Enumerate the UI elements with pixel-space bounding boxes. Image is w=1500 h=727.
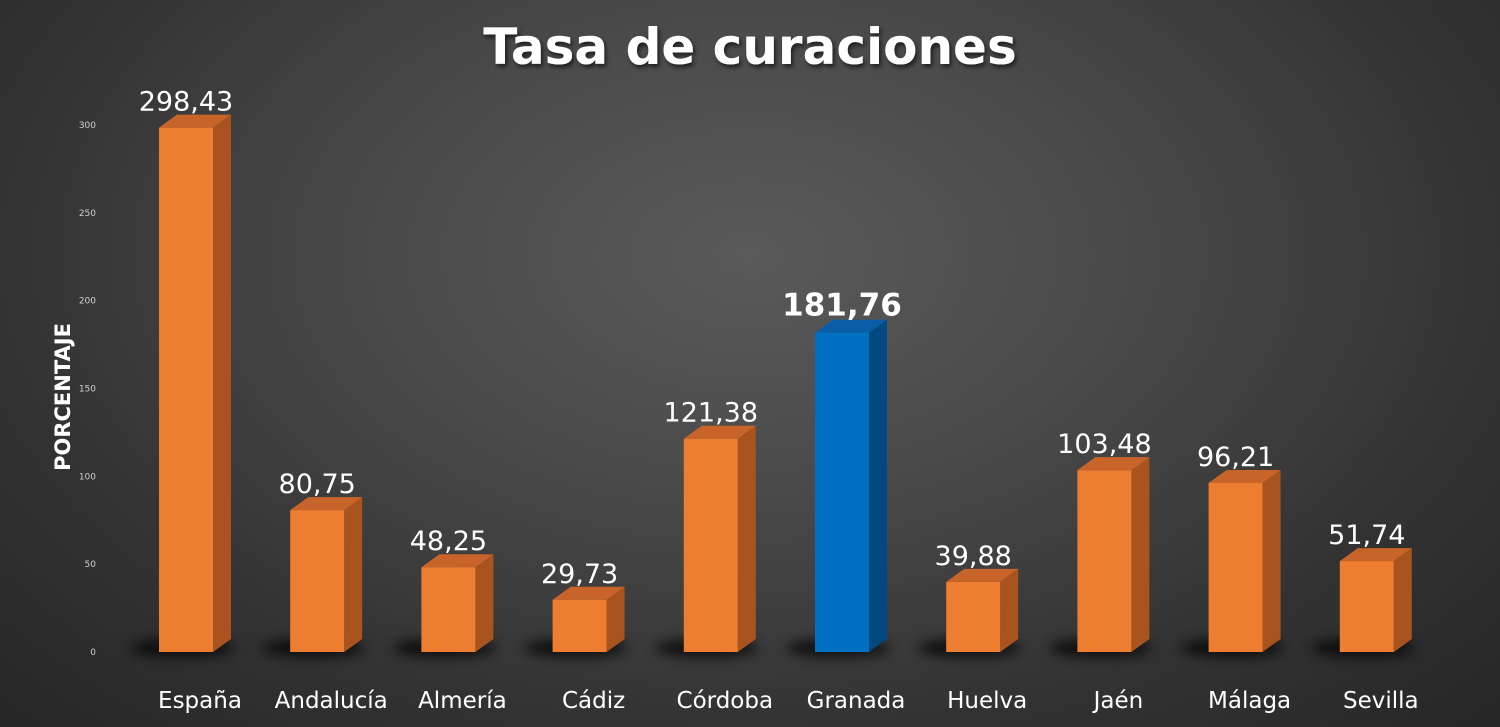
bar-sevilla — [1339, 548, 1412, 652]
value-label-cordoba: 121,38 — [664, 398, 758, 429]
bar-side-almeria — [475, 554, 494, 652]
bar-jaen — [1077, 457, 1150, 652]
bar-front-cadiz — [552, 599, 607, 652]
bar-huelva — [946, 568, 1019, 652]
bar-front-malaga — [1208, 482, 1263, 652]
value-label-cadiz: 29,73 — [541, 559, 618, 590]
chart-title: Tasa de curaciones — [483, 18, 1016, 76]
value-label-almeria: 48,25 — [410, 526, 487, 557]
bar-top-andalucia — [290, 497, 363, 511]
category-label-almeria: Almería — [418, 688, 507, 714]
bar-top-almeria — [421, 554, 494, 568]
bar-top-malaga — [1208, 469, 1281, 483]
category-label-granada: Granada — [807, 688, 906, 714]
value-label-huelva: 39,88 — [935, 541, 1012, 572]
bar-side-cadiz — [606, 586, 625, 652]
bar-front-cordoba — [683, 438, 738, 652]
bar-front-huelva — [946, 581, 1001, 652]
bar-espana — [159, 114, 231, 652]
value-label-jaen: 103,48 — [1057, 429, 1151, 460]
value-label-espana: 298,43 — [139, 87, 233, 118]
bar-top-sevilla — [1339, 548, 1412, 562]
bar-side-cordoba — [737, 425, 756, 652]
y-axis-ticks: 0 50 100 150 200 250 300 — [79, 121, 96, 658]
bars: 298,43 80,75 48,25 29,73 121,38 181,76 39,88 10… — [139, 87, 1412, 652]
y-tick-label: 50 — [85, 560, 97, 570]
bar-front-almeria — [421, 567, 476, 652]
category-label-andalucia: Andalucía — [275, 688, 388, 714]
y-tick-label: 250 — [79, 209, 96, 219]
bar-side-granada — [869, 319, 887, 652]
value-label-malaga: 96,21 — [1197, 442, 1274, 473]
bar-side-espana — [213, 114, 231, 652]
bar-side-malaga — [1262, 469, 1281, 652]
bar-side-sevilla — [1393, 548, 1412, 652]
bar-top-cadiz — [552, 586, 625, 600]
value-label-sevilla: 51,74 — [1328, 520, 1405, 551]
y-tick-label: 150 — [79, 384, 96, 394]
bar-andalucia — [290, 497, 363, 652]
bar-malaga — [1208, 469, 1281, 652]
value-label-granada: 181,76 — [782, 288, 902, 324]
y-tick-label: 200 — [79, 297, 96, 307]
category-label-huelva: Huelva — [947, 688, 1027, 714]
category-label-malaga: Málaga — [1208, 688, 1291, 714]
bar-cadiz — [552, 586, 625, 652]
bar-front-jaen — [1077, 470, 1132, 652]
bar-side-huelva — [1000, 568, 1019, 652]
bar-top-jaen — [1077, 457, 1150, 471]
bar-granada — [815, 319, 887, 652]
category-label-espana: España — [158, 688, 242, 714]
bar-cordoba — [683, 425, 756, 652]
bar-top-huelva — [946, 568, 1019, 582]
bar-top-cordoba — [683, 425, 756, 439]
category-label-jaen: Jaén — [1092, 688, 1144, 714]
y-tick-label: 300 — [79, 121, 96, 131]
category-label-cadiz: Cádiz — [562, 688, 625, 714]
y-axis-label: PORCENTAJE — [51, 323, 75, 471]
bar-almeria — [421, 554, 494, 652]
bar-front-granada — [815, 332, 869, 652]
bar-side-andalucia — [344, 497, 363, 652]
y-tick-label: 100 — [79, 472, 96, 482]
value-label-andalucia: 80,75 — [279, 469, 356, 500]
bar-front-sevilla — [1339, 561, 1394, 652]
category-label-sevilla: Sevilla — [1343, 688, 1419, 714]
bar-top-espana — [159, 114, 231, 128]
category-label-cordoba: Córdoba — [677, 688, 774, 714]
bar-front-espana — [159, 127, 213, 652]
bar-top-granada — [815, 319, 887, 333]
bar-side-jaen — [1131, 457, 1150, 652]
y-tick-label: 0 — [90, 648, 96, 658]
category-labels: España Andalucía Almería Cádiz Córdoba Granad… — [158, 688, 1419, 714]
bar-front-andalucia — [290, 510, 345, 652]
